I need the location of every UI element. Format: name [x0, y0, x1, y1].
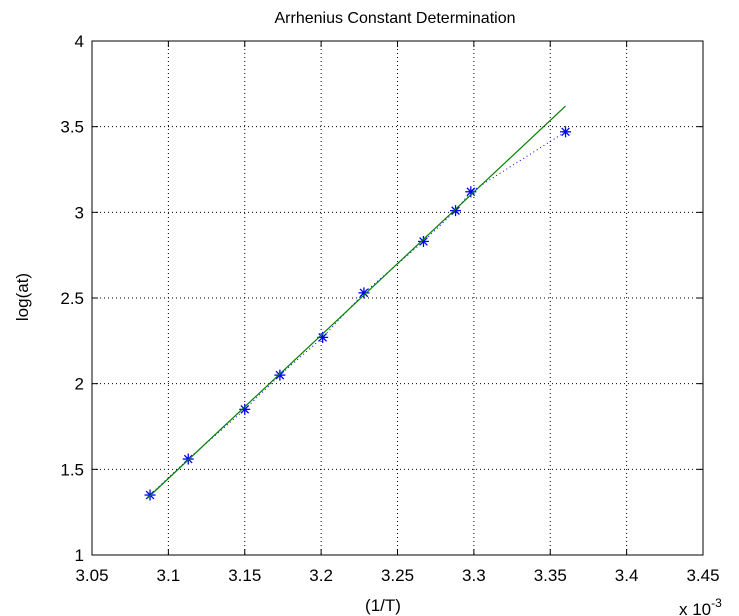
y-tick-label: 1.5: [60, 460, 84, 479]
ticks: 3.05 3.1 3.15 3.2 3.25 3.3 3.35 3.4 3.45 1 1.5 2 2.5…: [60, 32, 719, 585]
y-axis-title: log(at): [13, 273, 32, 321]
marker-stroke: [240, 405, 250, 414]
y-tick-label: 1: [75, 546, 84, 565]
y-tick-label: 2.5: [60, 289, 84, 308]
chart-title: Arrhenius Constant Determination: [274, 10, 515, 27]
x-tick-label: 3.2: [309, 566, 333, 585]
data-point: [239, 403, 251, 415]
x-tick-label: 3.3: [462, 566, 486, 585]
x-tick-label: 3.05: [75, 566, 108, 585]
marker-stroke: [275, 370, 285, 380]
grid: [92, 41, 703, 555]
x-tick-label: 3.35: [534, 566, 567, 585]
data-point: [450, 205, 462, 217]
data-point: [417, 235, 429, 247]
marker-stroke: [318, 333, 328, 342]
y-tick-label: 2: [75, 375, 84, 394]
fit-line: [146, 105, 566, 499]
x-tick-label: 3.1: [157, 566, 181, 585]
marker-stroke: [359, 288, 369, 298]
y-tick-label: 3: [75, 203, 84, 222]
y-tick-label: 4: [75, 32, 84, 51]
x-tick-label: 3.4: [615, 566, 639, 585]
marker-stroke: [419, 237, 428, 246]
y-tick-label: 3.5: [60, 118, 84, 137]
x-multiplier-exponent: -3: [711, 596, 722, 610]
x-axis-title: (1/T): [365, 596, 401, 615]
data-point: [274, 369, 286, 381]
x-multiplier-base: x 10: [679, 600, 711, 616]
marker-stroke: [466, 187, 476, 197]
data-point: [358, 287, 370, 299]
series: [144, 105, 572, 501]
x-axis-multiplier: x 10-3: [679, 596, 722, 616]
marker-stroke: [451, 206, 460, 215]
x-tick-label: 3.15: [228, 566, 261, 585]
x-tick-label: 3.45: [686, 566, 719, 585]
marker-stroke: [561, 127, 570, 137]
x-tick-label: 3.25: [381, 566, 414, 585]
data-point: [560, 126, 572, 138]
